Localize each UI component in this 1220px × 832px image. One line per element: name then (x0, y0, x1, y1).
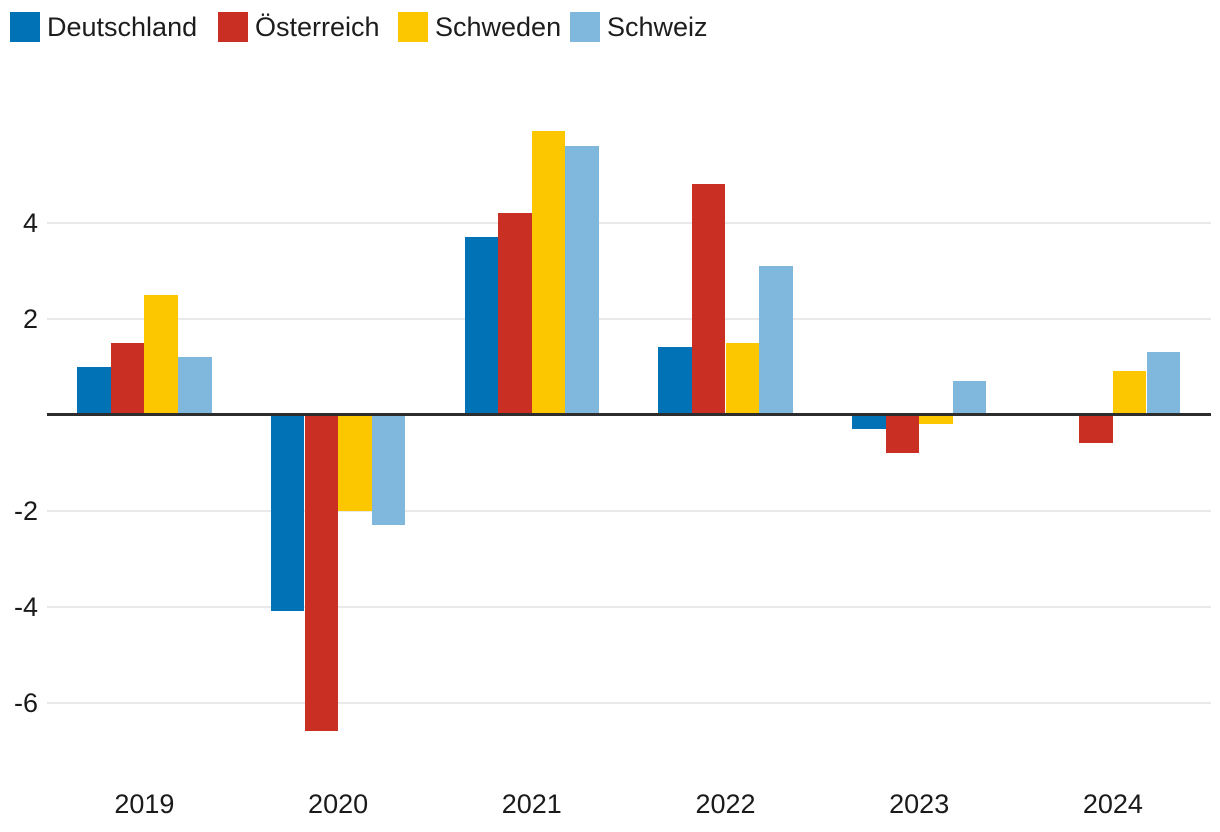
legend-label-schweden: Schweden (435, 12, 562, 42)
bar-2020-oesterreich[interactable] (304, 414, 339, 732)
bar-2022-oesterreich[interactable] (691, 184, 726, 415)
bar-2019-schweden[interactable] (144, 294, 178, 415)
y-axis-tick-label: 2 (22, 303, 38, 334)
bar-2024-oesterreich[interactable] (1079, 414, 1113, 444)
x-axis-label-2020: 2020 (308, 789, 369, 819)
bar-2022-schweiz[interactable] (759, 265, 793, 415)
bar-2019-schweiz[interactable] (178, 356, 212, 415)
bar-2021-schweden[interactable] (531, 131, 566, 415)
legend-label-oesterreich: Österreich (255, 12, 380, 42)
bar-2020-schweiz[interactable] (371, 414, 406, 525)
legend-item-schweden[interactable]: Schweden (398, 12, 561, 42)
y-axis-tick-label: -4 (13, 591, 38, 622)
legend-swatch-deutschland (10, 12, 40, 42)
gridline-4 (47, 221, 1211, 224)
bar-2020-schweden[interactable] (338, 414, 372, 511)
bar-2024-schweden[interactable] (1112, 371, 1147, 415)
bar-2022-deutschland[interactable] (658, 347, 692, 415)
legend-label-deutschland: Deutschland (47, 12, 198, 42)
bar-2022-schweden[interactable] (725, 342, 760, 415)
y-axis-tick-label: -2 (13, 495, 38, 526)
gridline-2 (47, 317, 1211, 320)
x-axis-label-2022: 2022 (695, 789, 756, 819)
bar-2024-schweiz[interactable] (1146, 352, 1181, 415)
bar-2021-schweiz[interactable] (565, 145, 599, 415)
bar-2019-deutschland[interactable] (77, 366, 111, 415)
legend-item-schweiz[interactable]: Schweiz (570, 12, 708, 42)
gridline--4 (47, 605, 1211, 608)
legend-swatch-schweden (398, 12, 428, 42)
bar-2023-schweden[interactable] (919, 414, 953, 425)
bar-2021-deutschland[interactable] (464, 236, 499, 415)
legend-swatch-schweiz (570, 12, 600, 42)
y-axis-tick-label: -6 (13, 687, 38, 718)
x-axis-label-2024: 2024 (1082, 789, 1143, 819)
bar-2020-deutschland[interactable] (270, 414, 305, 612)
zero-axis-line (47, 413, 1211, 416)
bar-2021-oesterreich[interactable] (498, 212, 532, 415)
x-axis-label-2021: 2021 (501, 789, 562, 819)
legend-item-deutschland[interactable]: Deutschland (10, 12, 197, 42)
legend-swatch-oesterreich (218, 12, 248, 42)
gridline--6 (47, 701, 1211, 704)
legend-label-schweiz: Schweiz (607, 12, 708, 42)
bar-2023-oesterreich[interactable] (885, 414, 920, 453)
gridline--2 (47, 509, 1211, 512)
x-axis-label-2019: 2019 (114, 789, 175, 819)
y-axis-tick-label: 4 (22, 207, 38, 238)
bar-2023-deutschland[interactable] (852, 414, 886, 429)
bar-2019-oesterreich[interactable] (110, 342, 145, 415)
legend-item-oesterreich[interactable]: Österreich (218, 12, 380, 42)
x-axis-label-2023: 2023 (889, 789, 950, 819)
bar-2023-schweiz[interactable] (952, 380, 987, 415)
